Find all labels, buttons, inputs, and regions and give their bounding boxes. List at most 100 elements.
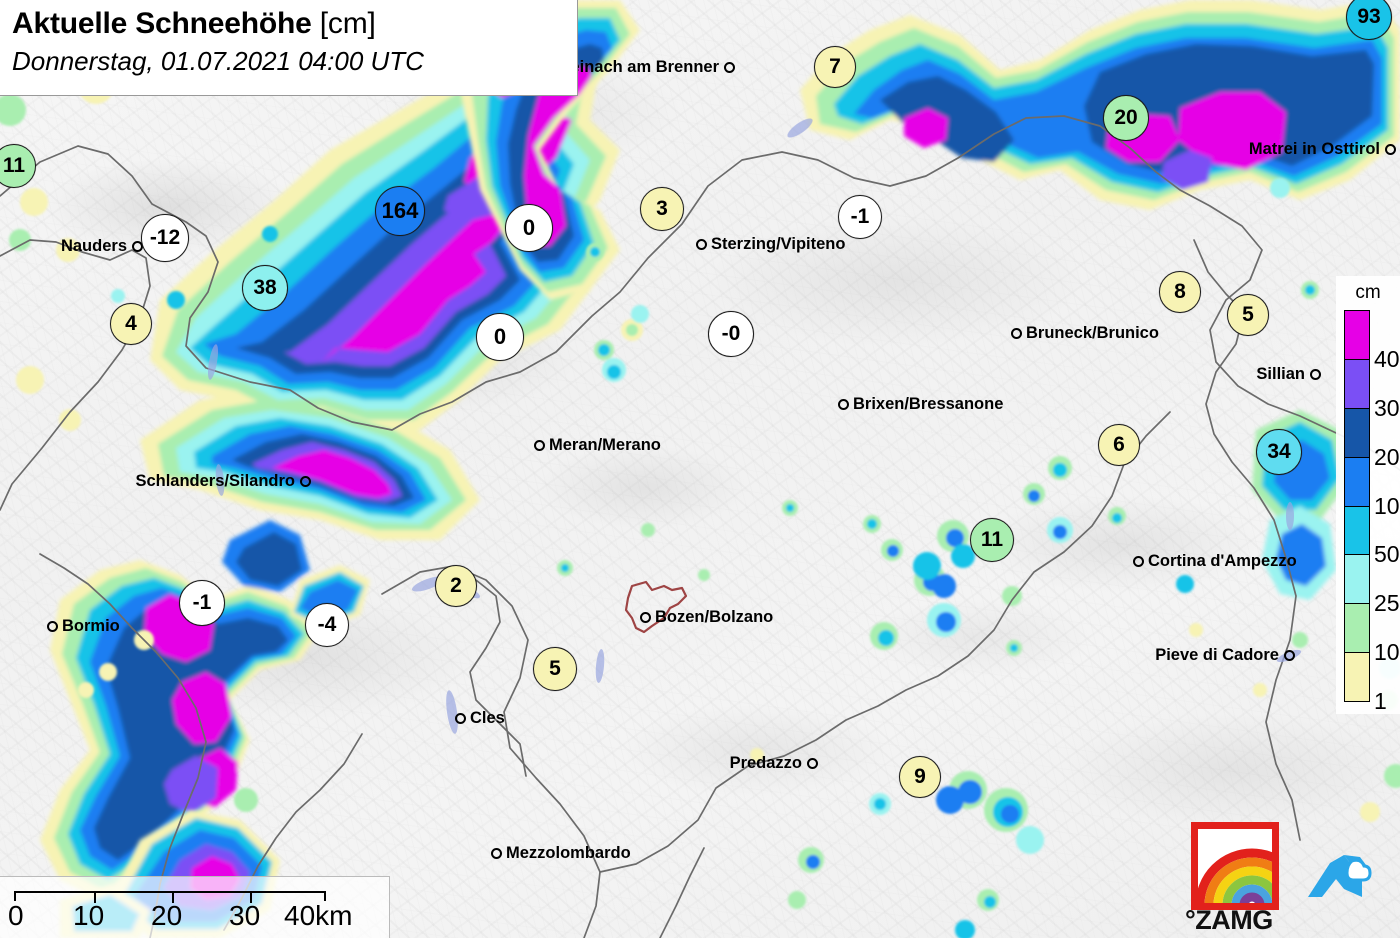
city-label: Mezzolombardo [506,844,631,862]
station-marker[interactable]: 11 [0,144,36,188]
mountain-cloud-icon [1308,855,1372,897]
city-label: Meran/Merano [549,436,661,454]
city-label: Cles [470,709,505,727]
scale-label: 0 [8,900,24,931]
legend-band-label: 50 [1374,541,1400,568]
city-marker: Predazzo [0,755,818,771]
city-marker-dot [1011,327,1022,339]
scale-rule [14,891,326,903]
station-marker[interactable]: -12 [141,214,189,262]
legend-band-25: 25 [1345,554,1400,616]
station-marker[interactable]: 20 [1103,95,1149,141]
station-marker[interactable]: 7 [814,46,856,88]
station-marker[interactable]: 38 [242,265,288,311]
city-marker: Mezzolombardo [491,845,631,861]
legend-band-200: 200 [1345,407,1400,470]
title-main-text: Aktuelle Schneehöhe [12,7,312,40]
city-marker-dot [300,475,311,487]
title-unit-text: [cm] [319,7,376,40]
scale-tick [172,893,174,903]
city-marker-dot [455,712,466,724]
city-label: Sillian [1256,365,1305,383]
legend-band-50: 50 [1345,505,1400,567]
station-marker[interactable]: 6 [1098,424,1140,466]
city-label: Bruneck/Brunico [1026,324,1159,342]
station-marker[interactable]: -0 [708,311,754,357]
legend-band-label: 10 [1374,639,1400,666]
wetter-app-logo[interactable] [1300,845,1380,909]
legend-band-300: 300 [1345,358,1400,421]
city-marker-dot [1310,368,1321,380]
city-label: Predazzo [729,754,802,772]
city-marker-dot [696,238,707,250]
city-marker-dot [724,61,735,73]
station-marker[interactable]: 8 [1159,271,1201,313]
zamg-logo-box [1191,822,1279,910]
city-marker: Schlanders/Silandro [0,473,311,489]
city-marker-dot [534,439,545,451]
station-marker[interactable]: 0 [476,313,524,361]
legend-band-100: 100 [1345,456,1400,519]
scale-label: 20 [151,900,183,931]
legend-unit-label: cm [1355,282,1381,303]
station-marker[interactable]: 0 [505,204,553,252]
legend-band-label: 25 [1374,590,1400,617]
map-title-card: Aktuelle Schneehöhe [cm] Donnerstag, 01.… [0,0,578,96]
zamg-logo[interactable]: °ZAMG [1185,822,1281,934]
city-marker-dot [1385,143,1396,155]
city-marker: Brixen/Bressanone [838,396,1003,412]
city-label: Sterzing/Vipiteno [711,235,846,253]
city-marker: Bruneck/Brunico [1011,325,1159,341]
legend-color-bar: 400 300 200 100 50 25 10 1 [1344,310,1400,714]
city-marker: Sterzing/Vipiteno [696,236,845,252]
scale-labels: 0 10 20 30 40km [0,899,360,935]
zamg-rainbow-icon [1198,848,1272,903]
station-marker[interactable]: 93 [1346,0,1392,40]
legend-band-label: 400 [1374,345,1400,372]
city-marker: Pieve di Cadore [0,647,1295,663]
city-marker: Meran/Merano [534,437,661,453]
scale-label: 10 [73,900,105,931]
scale-label: 30 [229,900,261,931]
city-marker-dot [47,620,58,632]
station-marker[interactable]: 5 [533,647,577,691]
legend-band-1: 1 [1345,652,1387,714]
map-timestamp: Donnerstag, 01.07.2021 04:00 UTC [12,46,424,76]
station-marker[interactable]: 34 [1256,429,1302,475]
city-marker: Bormio [47,618,120,634]
station-marker[interactable]: 4 [110,303,152,345]
zamg-wordmark: °ZAMG [1185,905,1273,935]
city-label: Schlanders/Silandro [135,472,295,490]
city-marker-dot [491,847,502,859]
city-label: Bozen/Bolzano [655,608,774,626]
legend-band-label: 300 [1374,394,1400,421]
city-label: Brixen/Bressanone [853,395,1004,413]
city-label: Steinach am Brenner [553,58,719,76]
city-label: Bormio [62,617,120,635]
city-marker: Bozen/Bolzano [640,609,773,625]
city-marker: Sillian [0,366,1321,382]
city-marker-dot [1284,649,1295,661]
station-marker[interactable]: -1 [838,195,882,239]
station-marker[interactable]: 2 [435,565,477,607]
city-marker: Cles [455,710,505,726]
legend-band-400: 400 [1345,311,1400,372]
station-marker[interactable]: 5 [1227,294,1269,336]
scale-label: 40km [284,900,353,931]
station-marker[interactable]: 11 [970,518,1014,562]
station-marker[interactable]: -4 [305,603,349,647]
city-label: Pieve di Cadore [1155,646,1279,664]
city-marker: Steinach am Brenner [0,59,735,75]
city-label: Nauders [60,237,127,255]
station-marker[interactable]: -1 [179,580,225,626]
city-marker: Cortina d'Ampezzo [1133,553,1297,569]
station-marker[interactable]: 3 [640,187,684,231]
station-marker[interactable]: 164 [375,186,425,236]
station-marker[interactable]: 9 [899,756,941,798]
legend-band-label: 100 [1374,492,1400,519]
page-title: Aktuelle Schneehöhe [cm] [12,2,567,46]
map-scale-bar: 0 10 20 30 40km [0,876,390,938]
city-marker-dot [640,611,651,623]
legend-band-label: 200 [1374,443,1400,470]
